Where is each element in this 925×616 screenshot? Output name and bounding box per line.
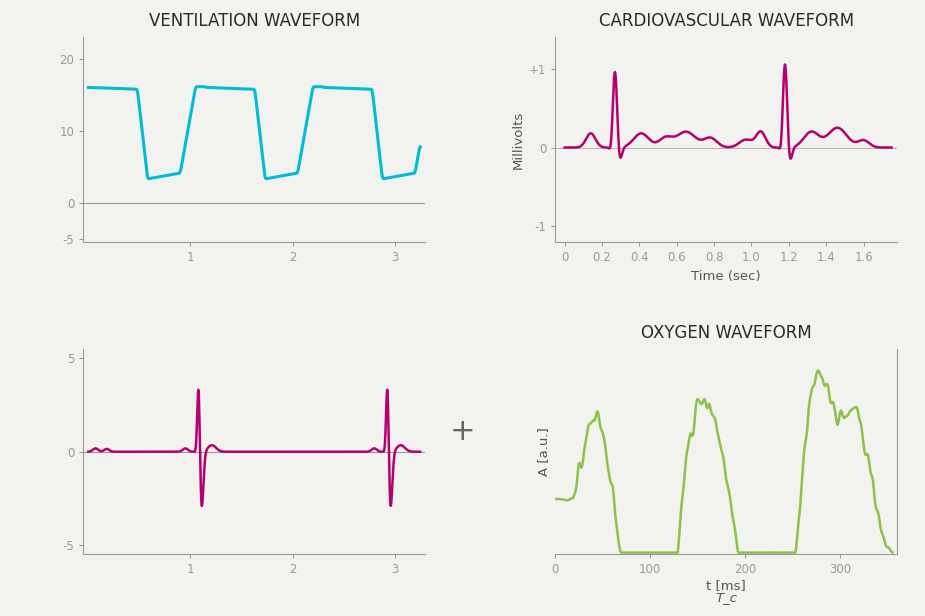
Title: CARDIOVASCULAR WAVEFORM: CARDIOVASCULAR WAVEFORM xyxy=(598,12,854,30)
X-axis label: Time (sec): Time (sec) xyxy=(691,270,761,283)
Y-axis label: Millivolts: Millivolts xyxy=(512,110,524,169)
Title: OXYGEN WAVEFORM: OXYGEN WAVEFORM xyxy=(641,324,811,342)
X-axis label: t [ms]: t [ms] xyxy=(707,579,746,592)
Text: T_c: T_c xyxy=(715,591,737,604)
Y-axis label: A [a.u.]: A [a.u.] xyxy=(536,428,549,476)
Title: VENTILATION WAVEFORM: VENTILATION WAVEFORM xyxy=(149,12,360,30)
Text: +: + xyxy=(450,416,475,446)
